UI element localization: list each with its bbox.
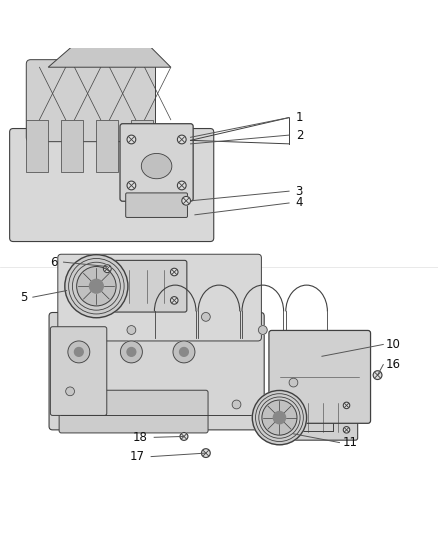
Circle shape (177, 181, 186, 190)
Circle shape (182, 197, 191, 205)
Circle shape (273, 411, 286, 424)
Text: 2: 2 (296, 128, 303, 142)
Circle shape (201, 312, 210, 321)
Circle shape (103, 265, 111, 273)
Text: 16: 16 (385, 358, 400, 371)
FancyBboxPatch shape (50, 327, 107, 415)
Circle shape (373, 371, 382, 379)
Circle shape (89, 279, 103, 293)
Circle shape (343, 426, 350, 433)
Circle shape (66, 387, 74, 395)
Text: 17: 17 (130, 450, 145, 463)
Circle shape (106, 15, 122, 31)
Circle shape (170, 297, 178, 304)
Circle shape (177, 135, 186, 144)
Circle shape (68, 341, 90, 363)
Circle shape (65, 255, 128, 318)
Ellipse shape (141, 154, 172, 179)
FancyBboxPatch shape (113, 260, 187, 312)
Circle shape (173, 341, 195, 363)
FancyBboxPatch shape (269, 330, 371, 423)
Text: 11: 11 (343, 436, 358, 449)
FancyBboxPatch shape (10, 128, 214, 241)
Circle shape (289, 378, 298, 387)
Circle shape (180, 432, 188, 440)
Text: 1: 1 (296, 111, 303, 124)
Bar (26, 120, 48, 172)
Circle shape (170, 268, 178, 276)
Circle shape (258, 326, 267, 334)
Circle shape (74, 348, 83, 356)
FancyBboxPatch shape (58, 254, 261, 341)
Circle shape (127, 348, 136, 356)
Bar (131, 120, 153, 172)
Circle shape (127, 181, 136, 190)
Circle shape (262, 400, 297, 435)
Text: 10: 10 (385, 338, 400, 351)
FancyBboxPatch shape (293, 395, 358, 440)
Circle shape (343, 402, 350, 409)
Text: 6: 6 (50, 256, 58, 269)
Text: 5: 5 (20, 290, 27, 304)
FancyBboxPatch shape (59, 390, 208, 433)
Circle shape (127, 135, 136, 144)
Circle shape (127, 326, 136, 334)
Text: 4: 4 (296, 197, 303, 209)
FancyBboxPatch shape (126, 193, 187, 217)
FancyBboxPatch shape (49, 312, 264, 430)
Polygon shape (48, 10, 171, 67)
Circle shape (180, 348, 188, 356)
Text: 18: 18 (133, 431, 148, 444)
FancyBboxPatch shape (120, 124, 193, 201)
Circle shape (252, 391, 307, 445)
Circle shape (201, 449, 210, 457)
Circle shape (77, 266, 116, 306)
Bar (96, 120, 118, 172)
Bar (61, 120, 83, 172)
Text: 3: 3 (296, 184, 303, 198)
Circle shape (120, 341, 142, 363)
FancyBboxPatch shape (26, 60, 155, 142)
Circle shape (232, 400, 241, 409)
